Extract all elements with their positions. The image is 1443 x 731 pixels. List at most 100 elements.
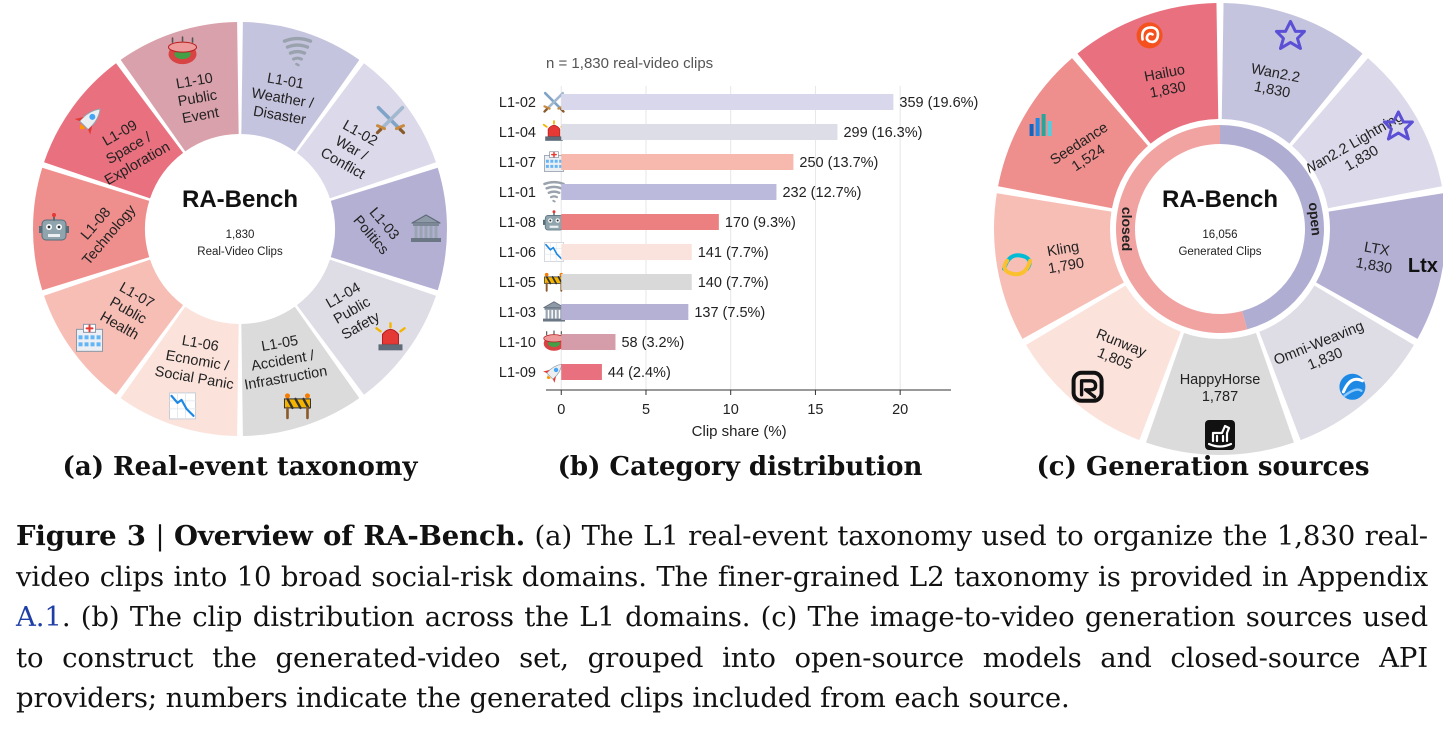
bar xyxy=(561,274,692,290)
taxonomy-center-title: RA-Bench xyxy=(182,186,298,213)
taxonomy-segment-l1-05: L1-05Accident /Infrastruction xyxy=(241,306,360,436)
closed-label: closed xyxy=(1119,207,1135,251)
bar-row-l1-02: L1-02 359 (19.6%) xyxy=(499,91,978,113)
taxonomy-segment-l1-01: L1-01Weather /Disaster xyxy=(241,22,360,152)
x-tick-label: 20 xyxy=(892,402,908,418)
category-label: L1-01 xyxy=(499,185,536,201)
segment-wedge xyxy=(32,167,150,291)
open-source-arc xyxy=(1220,125,1325,330)
segment-label-line: L1-01 xyxy=(266,70,305,92)
segment-wedge xyxy=(1316,193,1443,339)
bar-row-l1-10: L1-10 58 (3.2%) xyxy=(499,330,684,351)
chart-title: n = 1,830 real-video clips xyxy=(546,55,713,72)
bar-value-label: 137 (7.5%) xyxy=(694,305,765,321)
segment-wedge xyxy=(994,193,1124,339)
x-tick-label: 10 xyxy=(723,402,739,418)
taxonomy-segment-l1-06: L1-06Ecnomic /Social Panic xyxy=(120,306,239,436)
bar xyxy=(561,304,689,320)
taxonomy-center-count: 1,830 xyxy=(226,229,255,241)
segment-label-line: Event xyxy=(181,105,220,127)
bar xyxy=(561,184,777,200)
segment-wedge xyxy=(120,306,239,436)
caption-text-b: . (b) The clip distribution across the L… xyxy=(16,601,1428,714)
segment-wedge xyxy=(998,58,1148,209)
taxonomy-segment-l1-08: L1-08Technology xyxy=(32,167,150,291)
category-label: L1-09 xyxy=(499,365,536,381)
segment-label: L1-10PublicEvent xyxy=(174,70,222,127)
hospital-icon xyxy=(76,323,104,352)
bar-value-label: 141 (7.7%) xyxy=(698,245,769,261)
segment-wedge xyxy=(120,22,239,152)
robot-icon xyxy=(39,213,69,241)
segment-wedge xyxy=(296,63,436,199)
bar xyxy=(561,364,602,380)
bar-value-label: 299 (16.3%) xyxy=(843,125,922,141)
bar-value-label: 58 (3.2%) xyxy=(621,335,684,351)
source-count: 1,830 xyxy=(1355,255,1394,277)
x-axis-label: Clip share (%) xyxy=(692,423,787,440)
segment-wedge xyxy=(1146,332,1294,455)
bar-value-label: 359 (19.6%) xyxy=(899,95,978,111)
wan-logo-icon xyxy=(1274,19,1306,50)
bar-value-label: 140 (7.7%) xyxy=(698,275,769,291)
stadium-icon xyxy=(543,330,565,351)
hailuo-logo-icon xyxy=(1136,22,1163,49)
kling-logo-icon xyxy=(1002,253,1033,277)
chart-decreasing-icon xyxy=(169,392,197,420)
classical-building-icon xyxy=(543,301,565,322)
source-label: LTX1,830 xyxy=(1355,239,1396,278)
bar-value-label: 250 (13.7%) xyxy=(799,155,878,171)
taxonomy-segment-l1-10: L1-10PublicEvent xyxy=(120,22,239,152)
bar-row-l1-06: L1-06 141 (7.7%) xyxy=(499,242,769,262)
category-label: L1-05 xyxy=(499,275,536,291)
rocket-icon xyxy=(74,108,101,135)
category-label: L1-07 xyxy=(499,155,536,171)
segment-wedge xyxy=(330,167,447,291)
bar xyxy=(561,154,794,170)
source-name: Hailuo xyxy=(1143,62,1186,86)
category-distribution-chart: n = 1,830 real-video clips 0 5 10 15 20 Clip s… xyxy=(499,55,978,440)
category-label: L1-10 xyxy=(499,335,536,351)
bar xyxy=(561,334,616,350)
source-segment-wan2-2-lightning: Wan2.2 Lightning1,830 xyxy=(1292,58,1442,209)
source-count: 1,787 xyxy=(1202,389,1238,405)
taxonomy-segment-l1-02: L1-02War /Conflict xyxy=(296,63,436,199)
segment-wedge xyxy=(44,259,184,395)
segment-wedge xyxy=(1292,58,1442,209)
chart-decreasing-icon xyxy=(544,242,564,262)
seedance-logo-icon xyxy=(1029,114,1052,136)
source-segment-hailuo: Hailuo1,830 xyxy=(1077,3,1219,144)
x-tick-label: 15 xyxy=(807,402,823,418)
crossed-swords-icon xyxy=(543,91,565,113)
source-segment-runway: Runway1,805 xyxy=(1026,285,1181,441)
segment-wedge xyxy=(1221,3,1363,144)
segment-label-line: L1-10 xyxy=(175,70,214,92)
source-label: Kling1,790 xyxy=(1044,239,1085,278)
subcaption-b: (b) Category distribution xyxy=(557,452,923,482)
sources-center-title: RA-Bench xyxy=(1162,186,1278,213)
rocket-icon xyxy=(543,363,563,383)
construction-barrier-icon xyxy=(544,272,564,292)
stadium-icon xyxy=(168,36,198,65)
category-label: L1-06 xyxy=(499,245,536,261)
figure-caption: Figure 3 | Overview of RA-Bench. (a) The… xyxy=(16,516,1428,719)
bar xyxy=(561,244,692,260)
figure-label: Figure 3 xyxy=(16,520,146,552)
taxonomy-segment-l1-04: L1-04PublicSafety xyxy=(296,259,436,395)
segment-label-line: L1-06 xyxy=(181,333,220,355)
sources-center-unit: Generated Clips xyxy=(1178,246,1261,258)
appendix-link[interactable]: A.1 xyxy=(16,601,62,633)
tornado-icon xyxy=(282,36,313,67)
subcaption-c: (c) Generation sources xyxy=(1036,452,1370,482)
segment-label-line: Public xyxy=(177,87,219,110)
category-label: L1-08 xyxy=(499,215,536,231)
source-segment-wan2-2: Wan2.21,830 xyxy=(1221,3,1363,144)
source-segment-kling: Kling1,790 xyxy=(994,193,1124,339)
source-name: Kling xyxy=(1046,239,1081,260)
segment-wedge xyxy=(1026,285,1181,441)
segment-label-line: L1-05 xyxy=(260,333,299,355)
taxonomy-segment-l1-03: L1-03Politics xyxy=(330,167,447,291)
x-tick-label: 0 xyxy=(557,402,565,418)
